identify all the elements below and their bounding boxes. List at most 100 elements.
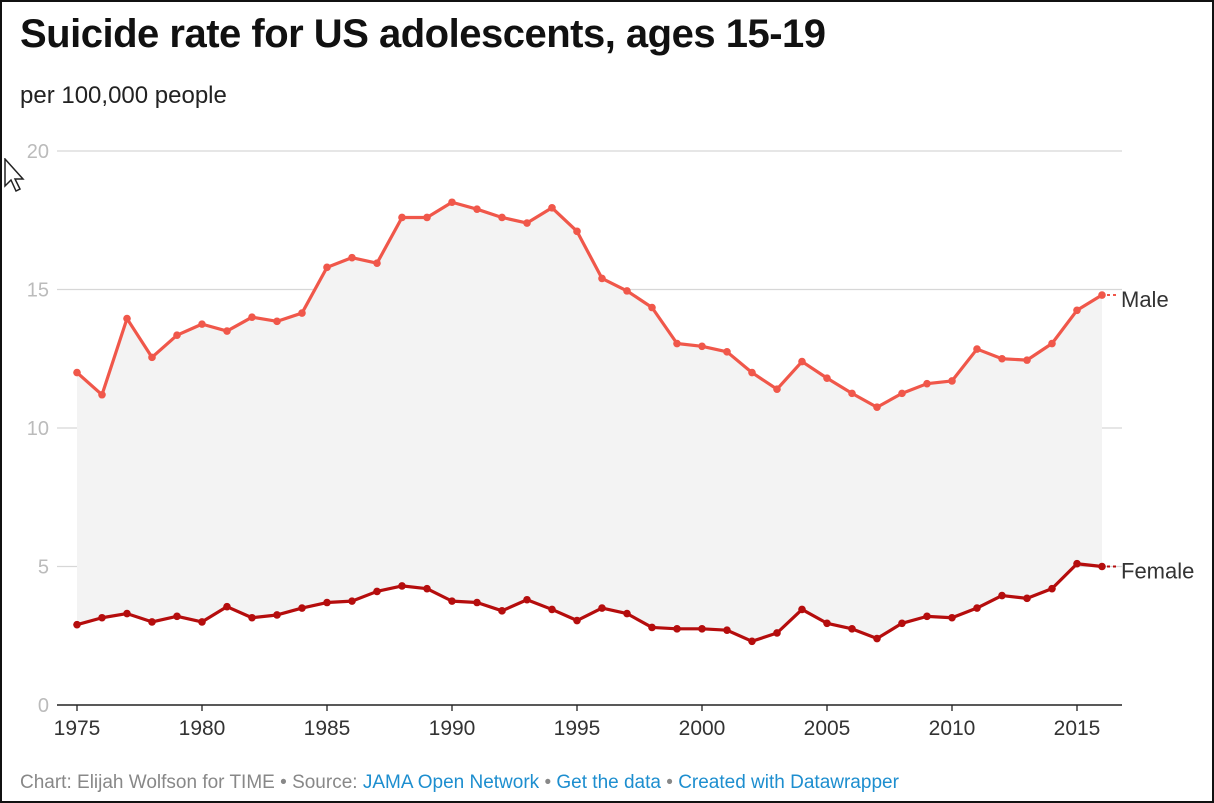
area-layer <box>77 202 1102 642</box>
x-tick-label: 2000 <box>679 717 726 740</box>
male-point <box>98 390 106 399</box>
male-point <box>873 403 881 412</box>
female-point <box>748 637 756 646</box>
male-point <box>823 374 831 382</box>
male-point <box>573 227 581 236</box>
male-point <box>648 303 656 312</box>
y-tick-label: 5 <box>38 557 49 579</box>
female-point <box>723 626 731 635</box>
female-point <box>248 613 256 622</box>
female-point <box>698 625 706 633</box>
female-point <box>398 582 406 590</box>
x-tick-label: 1990 <box>429 717 476 740</box>
male-point <box>773 385 781 394</box>
female-point <box>898 619 906 628</box>
female-point <box>623 609 631 618</box>
y-tick-label: 15 <box>27 280 49 302</box>
male-point <box>598 274 606 283</box>
male-point <box>298 309 306 317</box>
chart-subtitle: per 100,000 people <box>20 82 227 109</box>
chart-credit: Chart: Elijah Wolfson for TIME <box>20 772 275 793</box>
female-point <box>473 598 481 607</box>
female-point <box>1098 562 1106 571</box>
male-point <box>348 253 356 262</box>
male-point <box>423 213 431 222</box>
male-point <box>998 354 1006 363</box>
series-label: Female <box>1121 559 1194 584</box>
male-point <box>273 317 281 326</box>
female-point <box>1073 559 1081 568</box>
female-point <box>298 604 306 612</box>
male-point <box>548 203 556 212</box>
male-point <box>1048 339 1056 348</box>
x-tick-label: 1995 <box>554 717 601 740</box>
female-point <box>223 602 231 611</box>
female-point <box>598 604 606 612</box>
male-point <box>223 327 231 335</box>
x-tick-label: 1975 <box>54 717 101 740</box>
bullet-separator: • <box>666 772 673 793</box>
y-tick-label: 10 <box>27 418 49 440</box>
male-point <box>398 213 406 222</box>
male-point <box>848 389 856 398</box>
male-point <box>148 353 156 362</box>
male-point <box>448 198 456 207</box>
male-point <box>673 339 681 348</box>
y-tick-label: 20 <box>27 141 49 163</box>
label-layer: 0 5 10 15 20 1975 1980 1985 1990 1995 2000 2005 2010… <box>27 141 1195 740</box>
male-point <box>323 263 331 272</box>
source-prefix: Source: <box>292 772 358 793</box>
datawrapper-link[interactable]: Created with Datawrapper <box>678 772 899 793</box>
female-point <box>648 623 656 632</box>
male-point <box>173 331 181 340</box>
female-point <box>348 597 356 605</box>
female-point <box>123 609 131 618</box>
x-tick-label: 1980 <box>179 717 226 740</box>
male-point <box>123 314 131 323</box>
female-point <box>273 611 281 619</box>
x-tick-label: 1985 <box>304 717 351 740</box>
x-tick-label: 2010 <box>929 717 976 740</box>
series-label: Male <box>1121 287 1169 312</box>
female-point <box>173 612 181 621</box>
male-point <box>698 342 706 351</box>
male-point <box>623 287 631 295</box>
male-point <box>948 377 956 385</box>
female-point <box>948 613 956 622</box>
male-point <box>798 357 806 366</box>
male-point <box>1073 306 1081 315</box>
female-point <box>673 625 681 633</box>
female-point <box>523 595 531 604</box>
female-point <box>773 629 781 637</box>
female-point <box>823 619 831 628</box>
male-line <box>75 200 1104 409</box>
source-link[interactable]: JAMA Open Network <box>362 772 540 793</box>
x-tick-label: 2005 <box>804 717 851 740</box>
chart-footer: Chart: Elijah Wolfson for TIME • Source:… <box>20 772 899 794</box>
axis-layer <box>57 704 1122 711</box>
female-point <box>798 605 806 614</box>
mouse-pointer-icon <box>4 158 25 193</box>
female-point <box>573 616 581 625</box>
male-point <box>198 320 206 328</box>
male-point <box>723 348 731 356</box>
female-point <box>998 591 1006 600</box>
male-point <box>1023 356 1031 364</box>
male-point <box>73 368 81 377</box>
bullet-separator: • <box>544 772 552 793</box>
female-point <box>98 613 106 622</box>
male-point <box>523 219 531 227</box>
female-point <box>373 587 381 596</box>
male-point <box>373 259 381 267</box>
range-area <box>77 202 1102 642</box>
male-point <box>923 379 931 388</box>
female-point <box>1048 584 1056 593</box>
get-data-link[interactable]: Get the data <box>556 772 661 793</box>
female-point <box>423 584 431 593</box>
chart-title: Suicide rate for US adolescents, ages 15… <box>20 12 826 56</box>
female-point <box>973 604 981 612</box>
female-point <box>198 618 206 626</box>
x-tick-label: 2015 <box>1054 717 1101 740</box>
male-point <box>248 313 256 322</box>
